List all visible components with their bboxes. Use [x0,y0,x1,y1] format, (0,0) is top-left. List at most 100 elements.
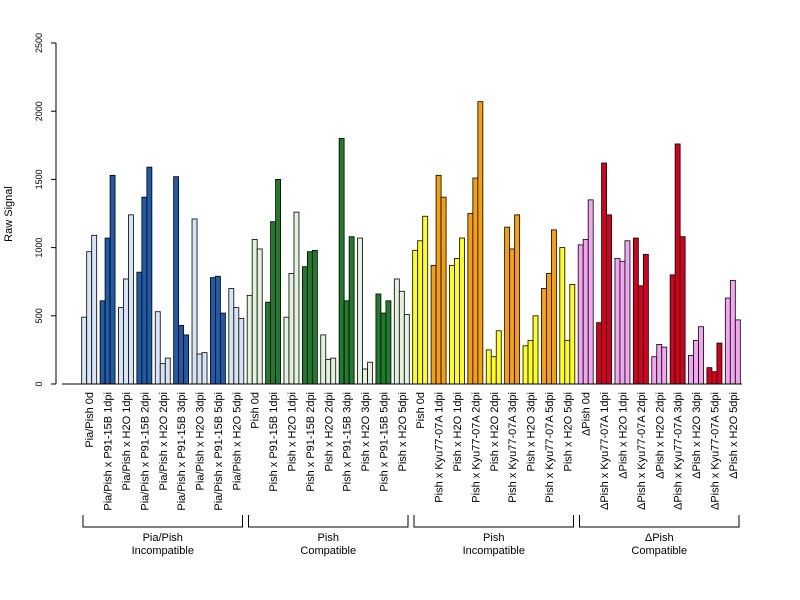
category-label: Pia/Pish x H2O 5dpi [231,392,243,490]
bar [459,237,465,385]
category-label: ΔPish x H2O 2dpi [654,392,666,479]
bar [338,138,345,385]
category-label: Pia/Pish x H2O 2dpi [158,392,170,490]
bar [306,251,313,385]
bar [577,244,584,385]
bar [196,353,203,385]
bar [393,278,400,385]
category-label: Pish x Kyu77-07A 1dpi [434,392,446,503]
bar [118,307,124,385]
bar [582,239,589,385]
category-label: ΔPish x Kyu77-07A 2dpi [636,392,648,510]
bar [104,237,111,385]
bar [367,361,373,385]
bar [159,363,166,385]
bar [601,162,607,385]
bar [504,226,511,385]
bar [527,339,534,385]
bar [164,357,171,385]
bar [178,324,185,385]
y-tick-label: 2500 [34,33,44,53]
category-label: Pish x H2O 5dpi [562,392,574,471]
bar [716,342,723,385]
category-label: Pish 0d [250,392,262,429]
bar [412,249,419,385]
bar [546,273,552,385]
bar [246,294,253,385]
bar [81,316,88,385]
category-label: ΔPish x H2O 5dpi [728,392,740,479]
bar [559,247,566,385]
category-label: Pish x H2O 2dpi [323,392,335,471]
bar [430,264,437,385]
bar [693,339,699,385]
bar [86,251,93,385]
bar [288,273,295,385]
bar [325,359,332,385]
bar [154,311,161,385]
category-label: Pia/Pish x H2O 1dpi [121,392,133,490]
bar [679,236,686,385]
bar [173,176,180,385]
group-label-line1: ΔPish [645,532,674,544]
bar [343,300,350,385]
bar [661,346,668,385]
group-brackets: Pia/PishIncompatiblePishCompatiblePishIn… [82,515,740,557]
bar [270,221,276,385]
category-label: Pish x P91-15B 5dpi [378,392,390,492]
group-label-line1: Pish [483,532,504,544]
bar [251,239,258,385]
bar [109,174,116,385]
group-label-line2: Compatible [300,545,356,557]
bar [301,266,308,385]
bar [532,315,539,385]
y-tick-label: 1500 [34,169,44,189]
bar [238,318,245,385]
bar [283,316,290,385]
category-label: Pish x Kyu77-07A 5dpi [544,392,556,503]
category-labels: Pia/Pish 0d Pia/Pish x P91-15B 1dpi Pia/Pi… [84,392,740,511]
bar [551,229,557,385]
bar [91,234,98,385]
bar [380,312,387,385]
bar [385,300,392,385]
category-label: ΔPish x Kyu77-07A 1dpi [599,392,611,510]
group-bracket [82,515,243,528]
category-label: ΔPish x Kyu77-07A 3dpi [673,392,685,510]
bar-series [81,101,741,385]
bar [509,248,516,385]
bar [210,277,216,385]
bar [320,334,327,385]
category-label: Pish x Kyu77-07A 2dpi [470,392,482,503]
bar [362,368,368,385]
group-bracket [413,515,574,528]
bar [398,290,405,385]
group-bracket [579,515,740,528]
bar [490,356,497,385]
bar [215,275,221,385]
bar [669,274,676,385]
bar [454,258,460,385]
category-label: Pish x H2O 1dpi [452,392,464,471]
category-label: ΔPish x Kyu77-07A 5dpi [709,392,721,510]
group-label-line1: Pia/Pish [143,532,183,544]
bar [233,307,240,385]
bar [564,339,571,385]
category-label: Pia/Pish x H2O 3dpi [195,392,207,490]
bar [449,264,455,385]
category-label: Pia/Pish x P91-15B 5dpi [213,392,225,511]
y-axis: 0 500 1000 1500 2000 2500 [34,33,57,387]
group-label-line2: Compatible [631,545,687,557]
bar [596,322,602,385]
category-label: ΔPish x H2O 3dpi [691,392,703,479]
category-label: ΔPish x H2O 1dpi [617,392,629,479]
bar [619,260,626,385]
category-label: Pish 0d [415,392,427,429]
bar [128,214,134,385]
y-tick-label: 2000 [34,101,44,121]
bar [123,278,129,385]
category-label: ΔPish 0d [581,392,593,436]
y-tick-label: 500 [34,308,44,323]
bar [637,285,644,385]
